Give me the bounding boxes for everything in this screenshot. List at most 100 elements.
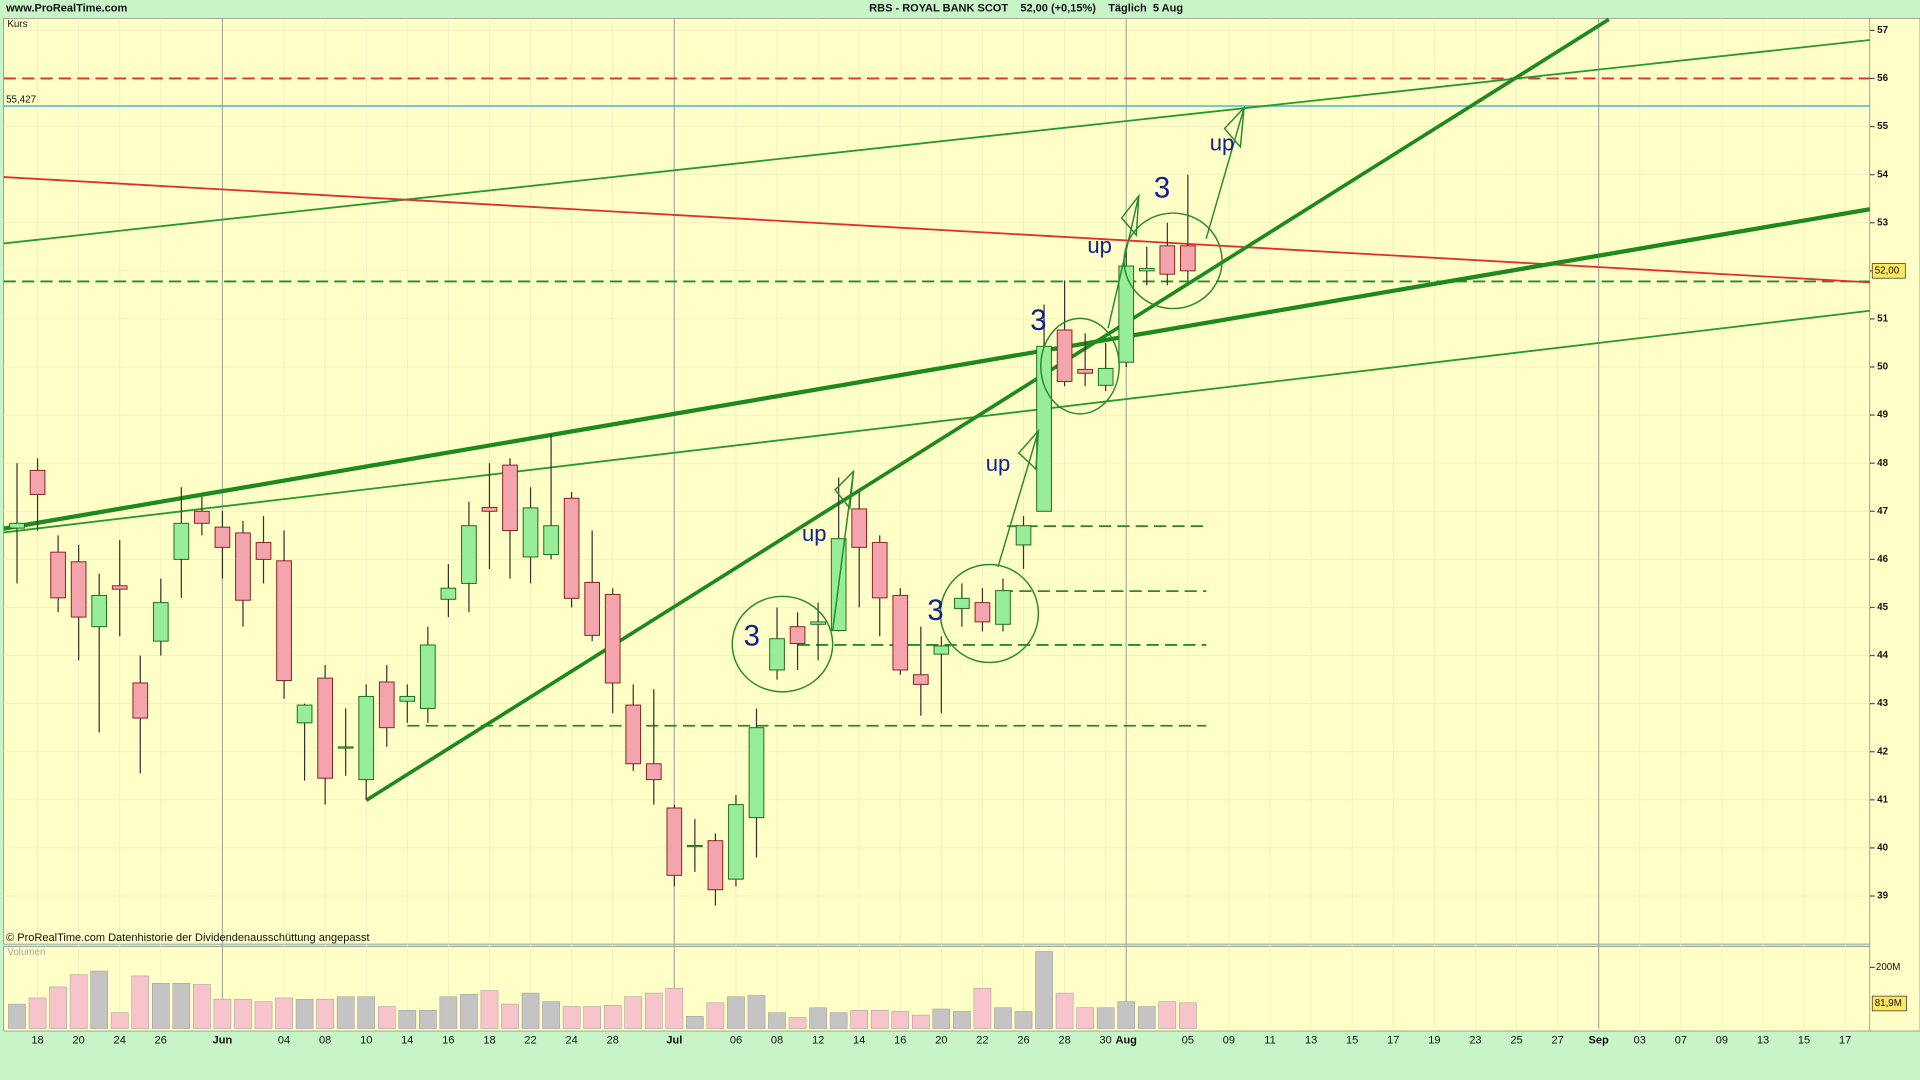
- candle-body: [50, 551, 66, 599]
- candle-body: [111, 585, 128, 590]
- candle-body: [1180, 245, 1196, 272]
- candle-body: [789, 626, 806, 645]
- trend-line: [3, 39, 1870, 245]
- candle-body: [769, 638, 785, 671]
- volume-bar: [8, 1003, 26, 1029]
- y-tick-label: 51: [1877, 314, 1888, 325]
- candle-body: [1036, 345, 1052, 512]
- annotation: 3: [744, 620, 760, 653]
- volume-bar: [357, 996, 376, 1029]
- candle-body: [522, 507, 539, 558]
- candle-body: [871, 542, 888, 599]
- x-tick-label: 16: [894, 1035, 906, 1047]
- volume-bar: [49, 986, 67, 1029]
- candle-body: [974, 602, 991, 623]
- y-tick-label: 57: [1877, 25, 1888, 36]
- footer: © ProRealTime.com Datenhistorie der Divi…: [6, 932, 369, 944]
- x-tick-label: 27: [1551, 1035, 1563, 1047]
- volume-bar: [131, 975, 150, 1029]
- volume-bar: [28, 997, 47, 1029]
- volume-bar: [603, 1005, 622, 1029]
- circle: [731, 595, 834, 693]
- volume-bar: [1137, 1006, 1156, 1029]
- candle-body: [461, 525, 477, 584]
- annotation-shapes: [731, 105, 1246, 693]
- x-tick-label: 30: [1100, 1035, 1112, 1047]
- x-tick-label: Aug: [1116, 1035, 1137, 1047]
- volume-bar: [193, 984, 211, 1029]
- candle-body: [481, 506, 498, 512]
- annotation: 3: [1030, 304, 1046, 337]
- x-tick-label: 15: [1346, 1035, 1358, 1047]
- x-tick-label: 22: [976, 1035, 988, 1047]
- volume-bar: [275, 997, 293, 1029]
- candle-body: [1077, 368, 1093, 374]
- volume-bar: [1035, 951, 1053, 1029]
- drawings: [3, 17, 1871, 802]
- arrow-head: [834, 469, 855, 511]
- arrow-head: [1120, 193, 1140, 237]
- volume-bar: [788, 1017, 807, 1029]
- candle-body: [625, 704, 642, 765]
- volume-bar: [254, 1001, 273, 1029]
- volume-bar: [1117, 1001, 1136, 1029]
- candle-body: [666, 807, 683, 876]
- trend-line: [365, 17, 1610, 802]
- volume-bar: [398, 1009, 417, 1029]
- volume-bar: [665, 987, 684, 1029]
- x-tick-label: 10: [360, 1035, 372, 1047]
- candle-body: [214, 526, 231, 548]
- candle-body: [152, 602, 169, 642]
- x-tick-label: 18: [483, 1035, 495, 1047]
- price-tag: [1871, 263, 1906, 279]
- x-tick-label: 18: [31, 1035, 43, 1047]
- candle-body: [1015, 525, 1032, 546]
- price-label: Kurs: [7, 19, 27, 30]
- volume-bar: [747, 995, 766, 1029]
- x-tick-label: 15: [1798, 1035, 1810, 1047]
- x-tick-label: 20: [935, 1035, 947, 1047]
- candle-body: [728, 804, 744, 880]
- site: www.ProRealTime.com: [5, 2, 127, 14]
- candle-body: [420, 644, 436, 709]
- candle-body: [707, 840, 724, 891]
- candle-body: [378, 681, 395, 729]
- candle-body: [687, 845, 703, 848]
- candle-body: [584, 581, 601, 636]
- volume-bar: [706, 1002, 725, 1029]
- x-tick-label: Jul: [666, 1035, 682, 1047]
- candle-body: [912, 674, 929, 685]
- annotation: 3: [927, 594, 943, 627]
- volume-bar: [460, 994, 478, 1029]
- volume-bar: [501, 1003, 519, 1029]
- candle-body: [9, 522, 25, 529]
- candle-body: [173, 522, 190, 560]
- axis-panel: [1869, 18, 1920, 1032]
- x-tick-label: 19: [1428, 1035, 1440, 1047]
- volume-bar: [542, 1001, 560, 1029]
- y-tick-label: 43: [1877, 698, 1888, 709]
- volume-bar: [562, 1006, 581, 1029]
- y-tick-label: 50: [1877, 362, 1888, 373]
- y-tick-label: 56: [1877, 73, 1888, 84]
- x-tick-label: 26: [155, 1035, 167, 1047]
- candle-body: [1056, 329, 1073, 382]
- candle-body: [296, 704, 313, 724]
- x-tick-label: 05: [1182, 1035, 1194, 1047]
- volume-bar: [213, 998, 232, 1029]
- candle-body: [810, 621, 826, 625]
- y-tick-label: 49: [1877, 410, 1888, 421]
- y-tick-label: 44: [1877, 650, 1888, 661]
- candle-body: [604, 593, 621, 684]
- price-tag-label: 52,00: [1875, 265, 1900, 276]
- x-tick-label: 09: [1223, 1035, 1235, 1047]
- annotation: up: [1087, 233, 1112, 258]
- volume-bar: [90, 970, 109, 1029]
- x-tick-label: 09: [1716, 1035, 1728, 1047]
- candle-body: [29, 469, 46, 495]
- volume-bar: [69, 974, 88, 1029]
- y-tick-label: 54: [1877, 169, 1888, 180]
- marks: [8, 174, 1197, 1029]
- volume-bar: [727, 996, 745, 1029]
- volume-bar: [110, 1012, 129, 1029]
